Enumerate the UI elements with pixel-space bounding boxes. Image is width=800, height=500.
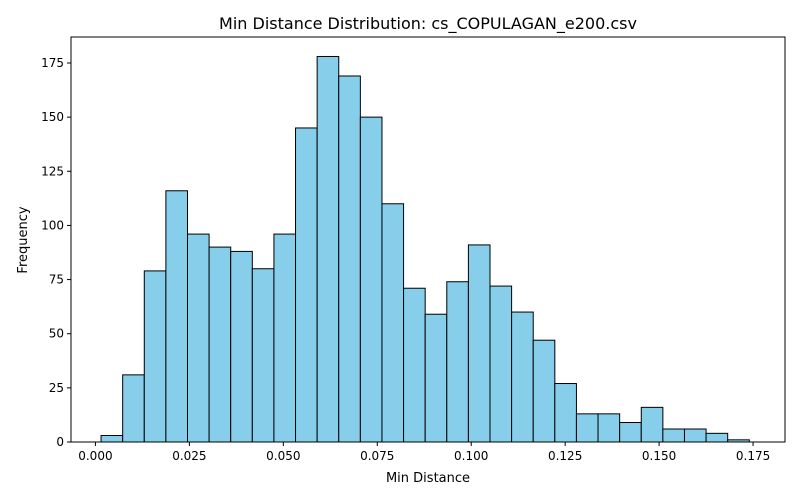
- y-tick-label: 75: [49, 273, 64, 287]
- histogram-bar: [143, 270, 167, 443]
- histogram-bar: [532, 339, 556, 443]
- x-tick-label: 0.125: [548, 449, 582, 463]
- histogram-bar: [208, 246, 232, 443]
- y-axis-label: Frequency: [16, 206, 31, 273]
- histogram-bar: [619, 422, 642, 443]
- histogram-bar: [186, 233, 210, 443]
- y-tick-label: 175: [41, 56, 64, 70]
- y-tick-label: 50: [49, 327, 64, 341]
- histogram-bar: [295, 127, 318, 443]
- histogram-bar: [554, 383, 577, 443]
- histogram-bar: [251, 268, 275, 443]
- histogram-bar: [467, 244, 491, 443]
- x-tick-label: 0.175: [736, 449, 770, 463]
- y-tick-label: 125: [41, 164, 64, 178]
- x-axis-label: Min Distance: [386, 471, 470, 486]
- histogram-bar: [100, 435, 124, 443]
- histogram-bar: [403, 287, 426, 443]
- histogram-bar: [424, 313, 448, 443]
- chart-title: Min Distance Distribution: cs_COPULAGAN_…: [219, 14, 637, 34]
- histogram-bar: [705, 432, 729, 443]
- histogram-bar: [640, 406, 664, 443]
- histogram-bar: [446, 281, 469, 443]
- histogram-bar: [489, 285, 513, 443]
- histogram-bar: [662, 428, 685, 443]
- y-axis-ticks: 0 25 50 75 100 125 150 175: [41, 56, 71, 449]
- x-tick-label: 0.050: [266, 449, 300, 463]
- histogram-bar: [316, 55, 340, 443]
- bars-group: [100, 55, 750, 443]
- histogram-bar: [273, 233, 297, 443]
- x-tick-label: 0.025: [172, 449, 206, 463]
- histogram-bar: [597, 413, 621, 443]
- histogram-bar: [381, 203, 405, 443]
- x-axis-ticks: 0.000 0.025 0.050 0.075 0.100 0.125 0.150 0.175: [78, 442, 770, 463]
- histogram-bar: [338, 75, 361, 443]
- histogram-bar: [230, 250, 253, 443]
- histogram-bar: [165, 190, 188, 443]
- histogram-bar: [122, 374, 145, 443]
- histogram-bar: [575, 413, 599, 443]
- histogram-bar: [511, 311, 534, 443]
- x-tick-label: 0.075: [360, 449, 394, 463]
- histogram-bar: [359, 116, 383, 443]
- y-tick-label: 100: [41, 218, 64, 232]
- plot-frame: [70, 36, 786, 443]
- y-tick-label: 150: [41, 110, 64, 124]
- y-tick-label: 25: [49, 381, 64, 395]
- y-tick-label: 0: [56, 435, 64, 449]
- x-tick-label: 0.100: [454, 449, 488, 463]
- x-tick-label: 0.000: [78, 449, 112, 463]
- histogram-bar: [683, 428, 707, 443]
- x-tick-label: 0.150: [642, 449, 676, 463]
